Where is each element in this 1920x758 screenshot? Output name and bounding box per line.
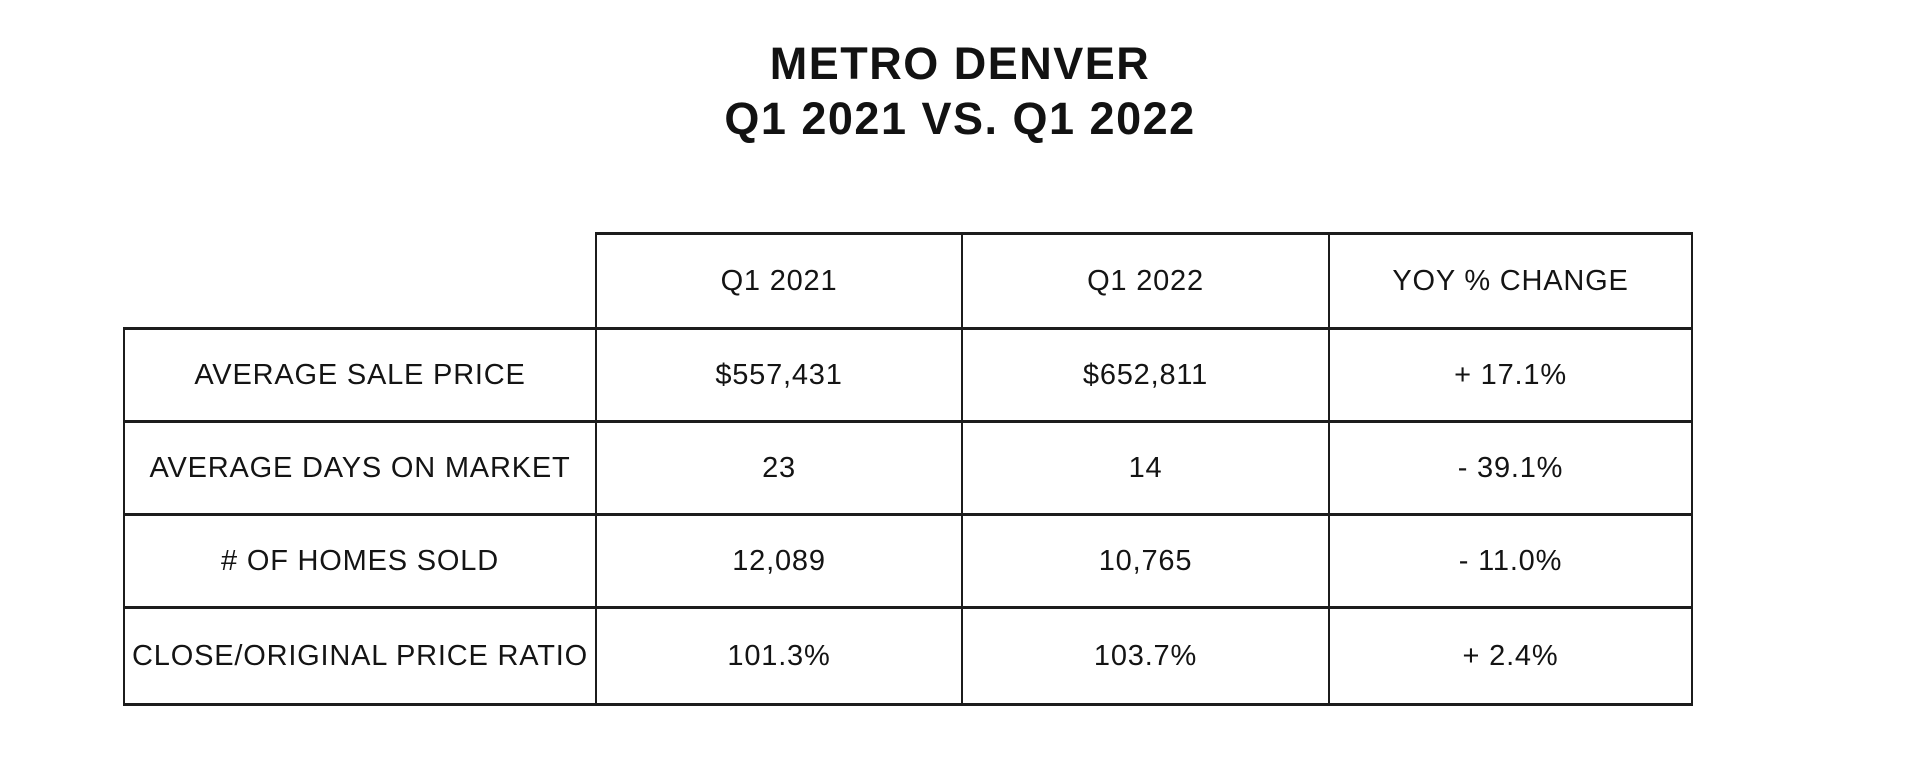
header-row: Q1 2021 Q1 2022 YOY % CHANGE [124,232,1693,330]
title-line-2: Q1 2021 VS. Q1 2022 [724,93,1196,144]
cell-q1-2021-value: 12,089 [595,513,963,609]
column-header-q1-2021: Q1 2021 [595,232,963,330]
column-header-yoy-change: YOY % CHANGE [1328,232,1693,330]
row-label: AVERAGE SALE PRICE [123,327,597,423]
row-label: # OF HOMES SOLD [123,513,597,609]
cell-q1-2022-value: 10,765 [961,513,1330,609]
cell-q1-2022-value: 14 [961,420,1330,516]
cell-yoy-value: + 2.4% [1328,606,1693,706]
blank-corner-cell [124,234,596,329]
cell-yoy-value: - 39.1% [1328,420,1693,516]
row-label: CLOSE/ORIGINAL PRICE RATIO [123,606,597,706]
table-row-average-sale-price: AVERAGE SALE PRICE $557,431 $652,811 + 1… [123,327,1693,423]
cell-yoy-value: + 17.1% [1328,327,1693,423]
table-row-close-original-price-ratio: CLOSE/ORIGINAL PRICE RATIO 101.3% 103.7%… [123,606,1693,706]
cell-q1-2022-value: 103.7% [961,606,1330,706]
table-row-average-days-on-market: AVERAGE DAYS ON MARKET 23 14 - 39.1% [123,420,1693,516]
column-header-q1-2022: Q1 2022 [961,232,1330,330]
cell-q1-2021-value: 101.3% [595,606,963,706]
cell-q1-2022-value: $652,811 [961,327,1330,423]
table-row-homes-sold: # OF HOMES SOLD 12,089 10,765 - 11.0% [123,513,1693,609]
cell-q1-2021-value: $557,431 [595,327,963,423]
row-label: AVERAGE DAYS ON MARKET [123,420,597,516]
page-title: METRO DENVER Q1 2021 VS. Q1 2022 [0,36,1920,146]
cell-q1-2021-value: 23 [595,420,963,516]
title-line-1: METRO DENVER [769,38,1151,89]
cell-yoy-value: - 11.0% [1328,513,1693,609]
stats-table: Q1 2021 Q1 2022 YOY % CHANGE AVERAGE SAL… [123,232,1693,706]
